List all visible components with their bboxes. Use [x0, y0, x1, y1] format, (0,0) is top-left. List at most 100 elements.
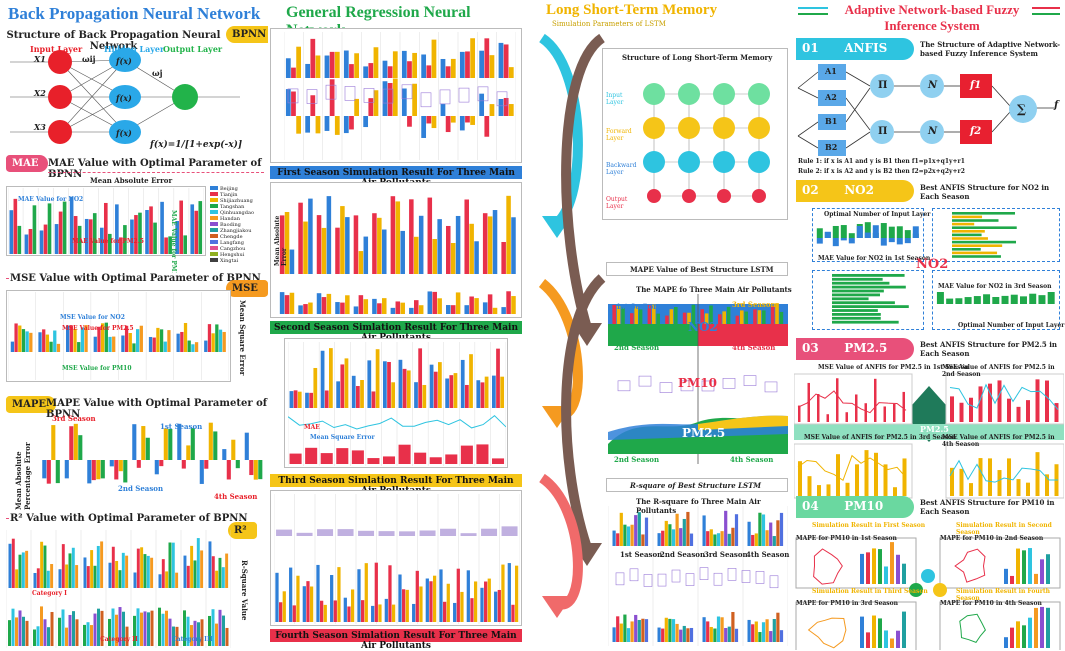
- bar-mark: [689, 627, 694, 642]
- bar-mark: [720, 531, 724, 546]
- bar-mark: [358, 295, 364, 314]
- bar-mark: [190, 204, 195, 254]
- city-legend-item: Tangshan: [210, 204, 268, 210]
- bar-mark: [432, 291, 437, 314]
- bar-mark: [367, 458, 380, 464]
- bar-mark: [464, 384, 469, 408]
- grnn-mae-label: MAE: [304, 424, 320, 431]
- bar-mark: [731, 527, 735, 546]
- bar-mark: [42, 329, 46, 352]
- bar-mark: [671, 619, 676, 642]
- bar-mark: [1026, 482, 1030, 496]
- bar-mark: [43, 545, 47, 588]
- bar-mark: [83, 557, 87, 588]
- anfis-title-deco: [798, 7, 1060, 15]
- bar-mark: [657, 533, 661, 546]
- bar-mark: [716, 616, 721, 642]
- bar-mark: [330, 575, 334, 622]
- bar-mark: [115, 204, 119, 254]
- bar-mark: [8, 543, 12, 588]
- bar-mark: [47, 627, 50, 646]
- bar-mark: [459, 116, 465, 131]
- bar-mark: [402, 589, 406, 622]
- bar-mark: [43, 224, 48, 254]
- bar-mark: [492, 307, 498, 314]
- hidden-node-1: f(x): [116, 56, 132, 66]
- bar-mark: [506, 291, 511, 314]
- bar-mark: [305, 63, 311, 78]
- bar-mark: [122, 611, 125, 646]
- bar-mark: [460, 445, 473, 464]
- bar-mark: [194, 342, 199, 352]
- bar-mark: [10, 341, 15, 352]
- step3-desc: Best ANFIS Structure for PM2.5 in Each S…: [920, 340, 1057, 358]
- node-f1: f1: [970, 80, 982, 91]
- bar-mark: [382, 229, 387, 274]
- lstm-structure-title: Structure of Long Short-Term Memory: [622, 53, 773, 62]
- box-mark: [713, 572, 723, 586]
- bar-mark: [656, 313, 660, 324]
- bar-mark: [489, 55, 495, 78]
- lstm-mape-season-3: 3rd Season: [732, 300, 776, 309]
- box-mark: [617, 380, 631, 392]
- bar-mark: [156, 327, 160, 352]
- bar-mark: [80, 327, 85, 352]
- grnn-chart-4-bars: [274, 494, 520, 624]
- bar-mark: [675, 623, 679, 642]
- bar-mark: [388, 565, 392, 622]
- bar-mark: [496, 348, 500, 408]
- bar-mark: [165, 610, 168, 646]
- bar-mark: [392, 78, 398, 116]
- bar-mark: [150, 610, 154, 646]
- lstm-mape-pm25: PM2.5: [682, 426, 726, 440]
- bar-mark: [888, 238, 895, 243]
- bar-mark: [168, 542, 172, 588]
- bar-mark: [69, 426, 74, 460]
- bar-mark: [747, 521, 751, 546]
- bar-mark: [761, 514, 766, 546]
- bar-mark: [361, 600, 365, 622]
- bar-mark: [204, 460, 209, 469]
- bar-mark: [718, 314, 722, 324]
- box-mark: [306, 89, 318, 104]
- bar-mark: [163, 428, 168, 460]
- lstm-forward-layer: Forward Layer: [606, 128, 632, 142]
- node-a2: A2: [825, 92, 837, 102]
- bar-mark: [368, 98, 374, 116]
- mae-pm10-label: MAE Value for PM10: [170, 210, 177, 280]
- bar-mark: [724, 627, 728, 642]
- bar-mark: [316, 293, 322, 314]
- bar-mark: [807, 382, 810, 422]
- bar-mark: [407, 116, 412, 127]
- bar-mark: [506, 195, 511, 274]
- step2-desc: Best ANFIS Structure for NO2 in Each Sea…: [920, 183, 1050, 201]
- bar-mark: [817, 485, 821, 496]
- bar-mark: [349, 116, 354, 130]
- bar-mark: [324, 390, 329, 408]
- bar-mark: [623, 614, 627, 642]
- bar-mark: [766, 311, 770, 324]
- bar-mark: [952, 212, 1016, 215]
- bar-mark: [491, 458, 505, 464]
- mse-badge: MSE: [226, 280, 268, 297]
- bar-mark: [77, 225, 82, 254]
- bar-mark: [668, 524, 672, 546]
- bar-mark: [21, 329, 26, 352]
- bar-mark: [969, 397, 973, 422]
- bar-mark: [211, 333, 215, 352]
- bar-mark: [61, 609, 65, 646]
- bar-mark: [414, 382, 418, 408]
- bar-mark: [769, 522, 773, 546]
- bar-mark: [112, 336, 116, 352]
- bar-mark: [446, 225, 451, 274]
- bar-mark: [357, 569, 361, 622]
- bar-mark: [950, 396, 954, 422]
- bar-mark: [133, 572, 137, 588]
- bar-mark: [637, 512, 641, 546]
- box-mark: [743, 375, 757, 386]
- hidden-layer-label: Hidden Layer: [104, 44, 165, 54]
- bar-mark: [36, 626, 40, 646]
- bar-mark: [337, 529, 354, 536]
- bar-mark: [608, 314, 612, 324]
- bar-mark: [735, 315, 740, 324]
